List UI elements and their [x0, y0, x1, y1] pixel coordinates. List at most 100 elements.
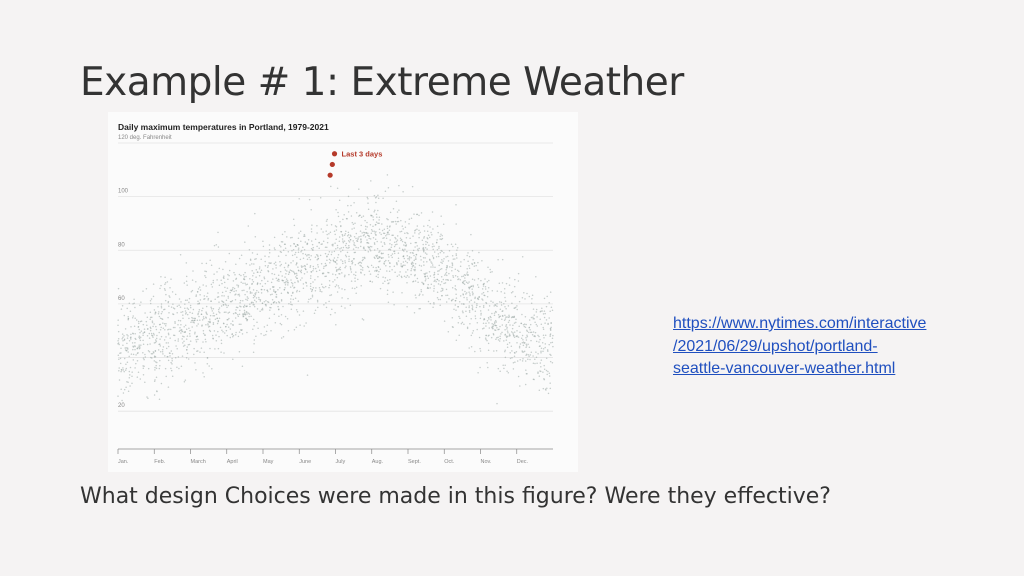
temperature-dot — [387, 218, 389, 221]
temperature-dot — [220, 351, 222, 353]
temperature-dot — [265, 330, 268, 333]
temperature-dot — [287, 291, 289, 294]
temperature-dot — [479, 350, 482, 352]
temperature-dot — [339, 247, 341, 250]
temperature-dot — [412, 280, 415, 282]
temperature-dot — [512, 333, 515, 336]
temperature-dot — [435, 241, 438, 244]
temperature-dot — [287, 251, 290, 253]
temperature-dot — [438, 279, 440, 282]
temperature-dot — [212, 312, 215, 314]
temperature-dot — [412, 264, 415, 267]
temperature-dot — [117, 354, 120, 357]
temperature-dot — [544, 322, 546, 324]
temperature-dot — [296, 310, 299, 313]
temperature-dot — [493, 314, 496, 316]
temperature-dot — [186, 335, 189, 337]
temperature-dot — [227, 312, 229, 314]
temperature-dot — [214, 318, 217, 320]
temperature-dot — [129, 310, 132, 312]
link-line-2[interactable]: /2021/06/29/upshot/portland- — [673, 337, 878, 355]
temperature-dot — [186, 313, 189, 316]
source-link[interactable]: https://www.nytimes.com/interactive /202… — [673, 313, 973, 381]
temperature-dot — [212, 307, 215, 310]
temperature-dot — [513, 331, 516, 333]
temperature-dot — [298, 269, 300, 272]
temperature-dot — [247, 297, 249, 300]
temperature-dot — [344, 254, 347, 257]
temperature-dot — [374, 233, 377, 236]
temperature-dot — [307, 301, 309, 303]
link-line-3[interactable]: seattle-vancouver-weather.html — [673, 360, 896, 377]
temperature-dot — [385, 234, 387, 237]
temperature-dot — [121, 333, 124, 335]
temperature-dot — [151, 321, 154, 324]
temperature-dot — [549, 334, 551, 336]
temperature-dot — [438, 270, 440, 272]
temperature-dot — [521, 334, 524, 337]
temperature-dot — [215, 313, 218, 316]
temperature-dot — [342, 262, 344, 265]
temperature-dot — [383, 263, 386, 265]
temperature-dot — [372, 266, 375, 268]
temperature-dot — [280, 337, 283, 339]
temperature-dot — [551, 362, 554, 364]
temperature-dot — [327, 237, 329, 239]
temperature-dot — [491, 325, 494, 328]
temperature-dot — [373, 230, 375, 232]
temperature-dot — [184, 331, 186, 333]
temperature-dot — [549, 335, 551, 338]
temperature-dot — [412, 249, 415, 252]
temperature-dot — [182, 335, 184, 338]
temperature-dot — [213, 314, 216, 317]
temperature-dot — [232, 280, 235, 282]
temperature-dot — [376, 240, 378, 243]
temperature-dot — [248, 287, 251, 290]
temperature-dot — [420, 269, 422, 272]
temperature-dot — [496, 327, 498, 329]
temperature-dot — [201, 262, 203, 265]
temperature-dot — [485, 325, 487, 327]
temperature-dot — [220, 305, 223, 307]
temperature-dot — [118, 358, 120, 361]
temperature-dot — [267, 290, 269, 293]
temperature-dot — [394, 236, 396, 239]
temperature-dot — [262, 245, 265, 248]
temperature-dot — [340, 259, 342, 261]
temperature-dot — [491, 312, 493, 315]
temperature-dot — [525, 354, 527, 357]
temperature-dot — [510, 345, 513, 348]
temperature-dot — [418, 264, 421, 267]
temperature-dot — [182, 342, 184, 344]
temperature-dot — [338, 287, 340, 289]
x-tick-label: Nov. — [481, 459, 492, 465]
link-line-1[interactable]: https://www.nytimes.com/interactive — [673, 315, 927, 332]
temperature-dot — [397, 260, 400, 262]
temperature-dot — [345, 230, 347, 233]
temperature-dot — [252, 351, 255, 354]
temperature-dot — [532, 308, 535, 310]
temperature-dot — [290, 298, 292, 300]
temperature-dot — [295, 309, 298, 311]
temperature-dot — [259, 298, 262, 301]
temperature-dot — [533, 314, 535, 316]
temperature-dot — [259, 310, 261, 313]
temperature-dot — [167, 359, 170, 362]
temperature-dot — [533, 318, 535, 320]
temperature-dot — [362, 258, 364, 261]
temperature-dot — [118, 343, 120, 346]
temperature-dot — [452, 298, 454, 301]
temperature-dot — [176, 305, 179, 307]
temperature-dot — [337, 215, 340, 218]
temperature-dot — [279, 261, 281, 263]
temperature-dot — [526, 292, 528, 295]
temperature-dot — [376, 254, 379, 257]
temperature-dot — [242, 282, 244, 285]
temperature-dot — [335, 284, 338, 286]
temperature-dot — [194, 333, 196, 335]
temperature-dot — [515, 321, 517, 324]
temperature-dot — [195, 338, 197, 341]
temperature-dot — [240, 254, 243, 257]
temperature-dot — [394, 243, 397, 246]
temperature-dot — [334, 273, 337, 276]
